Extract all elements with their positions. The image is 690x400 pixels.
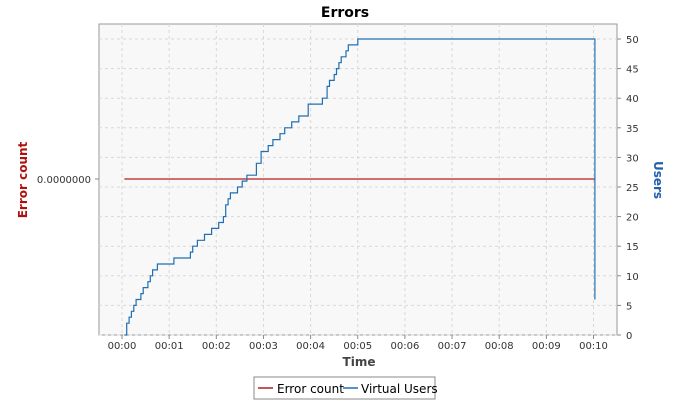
legend-label-error-count: Error count (277, 382, 344, 396)
right-tick-label: 0 (626, 331, 632, 342)
right-tick-label: 10 (626, 272, 639, 283)
x-tick-label: 00:03 (249, 341, 278, 352)
left-tick-label: 0.0000000 (37, 175, 91, 186)
left-axis-title: Error count (16, 141, 30, 218)
x-tick-label: 00:09 (532, 341, 561, 352)
x-tick-label: 00:04 (296, 341, 325, 352)
right-tick-label: 40 (626, 94, 639, 105)
x-axis-title: Time (343, 355, 376, 369)
right-tick-label: 20 (626, 213, 639, 224)
x-tick-label: 00:05 (343, 341, 372, 352)
x-tick-label: 00:08 (485, 341, 514, 352)
x-tick-label: 00:07 (438, 341, 467, 352)
right-tick-label: 35 (626, 124, 639, 135)
x-tick-label: 00:01 (155, 341, 184, 352)
right-tick-label: 5 (626, 301, 632, 312)
series-lines (124, 38, 596, 336)
right-tick-label: 15 (626, 242, 639, 253)
x-tick-label: 00:02 (202, 341, 231, 352)
x-axis-ticks: 00:00 00:01 00:02 00:03 00:04 00:05 00:06 00:07… (108, 335, 608, 352)
legend-label-virtual-users: Virtual Users (361, 382, 438, 396)
right-tick-label: 30 (626, 153, 639, 164)
grid-lines (99, 24, 617, 336)
right-tick-label: 50 (626, 35, 639, 46)
left-axis-ticks: 0.0000000 (37, 175, 99, 186)
right-tick-label: 45 (626, 65, 639, 76)
right-axis-ticks: 0 5 10 15 20 25 30 35 40 45 50 (617, 35, 639, 342)
right-tick-label: 25 (626, 183, 639, 194)
x-tick-label: 00:06 (390, 341, 419, 352)
right-axis-title: Users (651, 161, 665, 199)
x-tick-label: 00:00 (108, 341, 137, 352)
series-virtual-users-line (124, 38, 596, 336)
legend: Error count Virtual Users (253, 376, 438, 400)
chart-title: Errors (321, 5, 369, 21)
x-tick-label: 00:10 (579, 341, 608, 352)
